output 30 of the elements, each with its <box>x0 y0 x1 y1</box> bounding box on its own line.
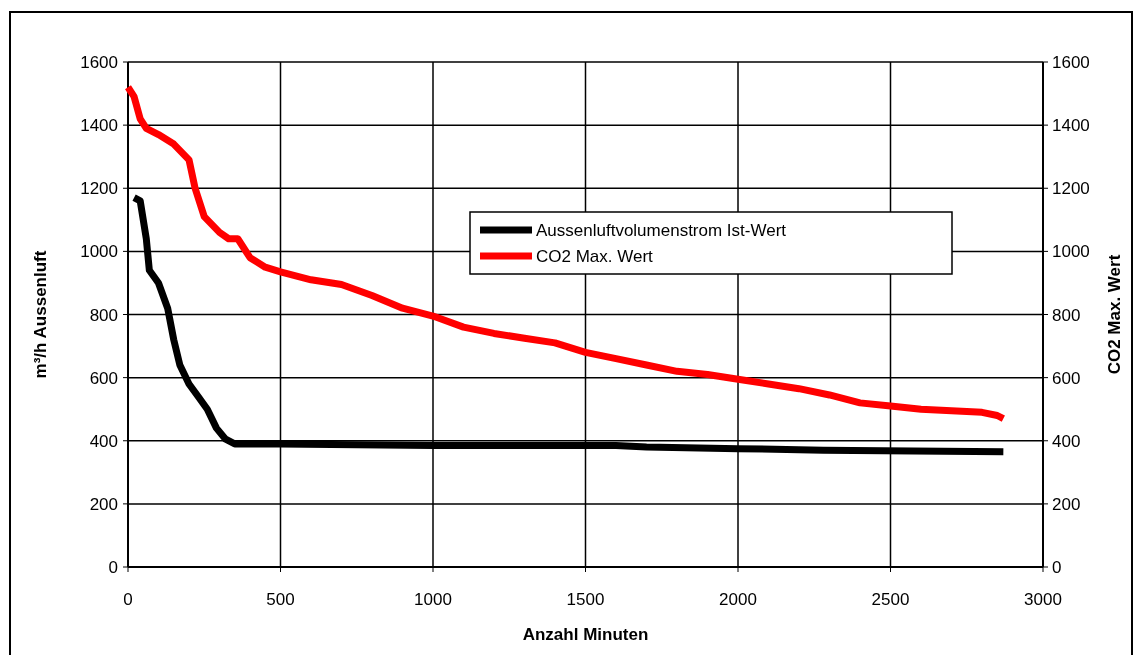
y2-tick-label: 1400 <box>1052 116 1090 136</box>
y-tick-label: 400 <box>89 431 118 451</box>
x-tick-label: 500 <box>266 590 295 609</box>
legend-label: CO2 Max. Wert <box>536 247 654 266</box>
y-tick-label: 1200 <box>80 179 118 199</box>
x-tick-label: 1000 <box>414 590 452 609</box>
legend-label: Aussenluftvolumenstrom Ist-Wert <box>536 221 787 240</box>
x-tick-label: 0 <box>123 590 133 609</box>
y-tick-label: 600 <box>89 368 118 388</box>
x-tick-label: 1500 <box>566 590 605 609</box>
y-tick-label: 200 <box>89 494 118 514</box>
y-tick-label: 800 <box>89 305 118 325</box>
y2-tick-label: 400 <box>1052 431 1081 451</box>
y2-tick-label: 200 <box>1052 494 1081 514</box>
y2-tick-label: 1000 <box>1052 242 1090 262</box>
y-tick-label: 1600 <box>80 53 118 72</box>
y2-tick-label: 800 <box>1052 305 1081 325</box>
y2-tick-label: 1200 <box>1052 179 1090 199</box>
x-tick-label: 2000 <box>719 590 757 609</box>
y-tick-label: 1000 <box>80 242 118 262</box>
y2-axis-title: CO2 Max. Wert <box>1105 254 1124 375</box>
x-tick-label: 2500 <box>871 590 910 609</box>
y2-tick-label: 0 <box>1052 558 1062 577</box>
y-tick-label: 1400 <box>80 116 118 136</box>
y-tick-label: 0 <box>108 558 118 577</box>
y2-tick-label: 1600 <box>1052 53 1090 72</box>
y-axis-title: m³/h Aussenluft <box>31 250 50 379</box>
x-tick-label: 3000 <box>1024 590 1062 609</box>
x-axis-title: Anzahl Minuten <box>522 625 649 644</box>
y2-tick-label: 600 <box>1052 368 1081 388</box>
